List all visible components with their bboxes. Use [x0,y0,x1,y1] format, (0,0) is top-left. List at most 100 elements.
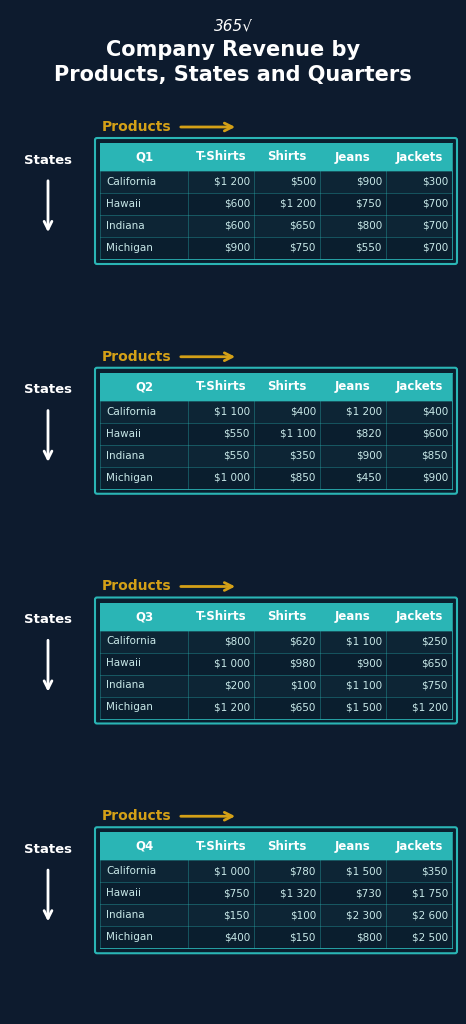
Text: Shirts: Shirts [267,151,307,164]
Bar [100,675,188,696]
Text: Michigan: Michigan [106,473,153,482]
Bar [100,833,188,860]
FancyBboxPatch shape [95,827,457,953]
Bar [100,696,188,719]
Bar [100,423,188,444]
Bar [100,373,188,400]
Text: Jackets: Jackets [395,610,443,623]
Text: California: California [106,407,156,417]
Text: $600: $600 [224,199,250,209]
Bar [386,631,452,652]
Text: States: States [24,383,72,396]
Bar [100,171,188,193]
Bar [386,171,452,193]
Text: $900: $900 [224,243,250,253]
Text: California: California [106,866,156,877]
FancyBboxPatch shape [95,368,457,494]
Text: $1 750: $1 750 [412,888,448,898]
Text: T-Shirts: T-Shirts [196,380,247,393]
Bar [188,927,254,948]
Text: $550: $550 [356,243,382,253]
Bar [100,215,188,237]
Text: $650: $650 [290,221,316,231]
Text: Indiana: Indiana [106,681,144,690]
Bar [386,143,452,171]
Text: $250: $250 [422,637,448,646]
Text: $620: $620 [290,637,316,646]
Text: $850: $850 [290,473,316,482]
Text: $700: $700 [422,243,448,253]
Text: Q1: Q1 [135,151,153,164]
Text: Indiana: Indiana [106,451,144,461]
Bar [320,652,386,675]
Text: $2 500: $2 500 [412,932,448,942]
Bar [386,467,452,488]
Text: $150: $150 [290,932,316,942]
Text: $750: $750 [224,888,250,898]
Bar [188,373,254,400]
Text: T-Shirts: T-Shirts [196,151,247,164]
Bar [254,400,320,423]
Text: $900: $900 [356,177,382,187]
Text: $1 100: $1 100 [346,637,382,646]
Text: $980: $980 [290,658,316,669]
Bar [188,675,254,696]
Text: $650: $650 [422,658,448,669]
Text: Products: Products [102,350,171,364]
Bar [320,193,386,215]
Bar [188,883,254,904]
Bar [188,833,254,860]
Bar [386,833,452,860]
Bar [188,171,254,193]
Bar [254,631,320,652]
Bar [254,444,320,467]
Bar [100,237,188,259]
Bar [188,467,254,488]
Bar [100,927,188,948]
FancyBboxPatch shape [95,597,457,724]
Text: Michigan: Michigan [106,932,153,942]
Bar [254,927,320,948]
Bar [320,373,386,400]
Bar [386,193,452,215]
Text: Q4: Q4 [135,840,153,853]
Text: Michigan: Michigan [106,243,153,253]
Text: $350: $350 [422,866,448,877]
Bar [254,904,320,927]
Bar [188,444,254,467]
Bar [254,171,320,193]
Bar [386,423,452,444]
Bar [320,696,386,719]
Bar [254,652,320,675]
Text: $350: $350 [290,451,316,461]
Bar [188,400,254,423]
Text: $2 600: $2 600 [412,910,448,921]
Text: Hawaii: Hawaii [106,429,141,438]
Bar [386,860,452,883]
Text: States: States [24,613,72,626]
Text: $1 200: $1 200 [214,177,250,187]
Bar [386,696,452,719]
Text: 365√: 365√ [213,18,253,33]
Text: $750: $750 [422,681,448,690]
Bar [320,631,386,652]
Text: $400: $400 [422,407,448,417]
Text: Shirts: Shirts [267,840,307,853]
Text: Products: Products [102,580,171,594]
Text: California: California [106,637,156,646]
Text: Jackets: Jackets [395,380,443,393]
Text: $730: $730 [356,888,382,898]
Text: $1 200: $1 200 [346,407,382,417]
Bar [254,193,320,215]
Bar [320,883,386,904]
Text: $820: $820 [356,429,382,438]
Text: $1 100: $1 100 [280,429,316,438]
Text: $800: $800 [356,932,382,942]
Text: $500: $500 [290,177,316,187]
Text: $900: $900 [356,451,382,461]
Bar [188,193,254,215]
Bar [254,696,320,719]
Bar [100,883,188,904]
Text: Hawaii: Hawaii [106,888,141,898]
Text: $1 200: $1 200 [412,702,448,713]
